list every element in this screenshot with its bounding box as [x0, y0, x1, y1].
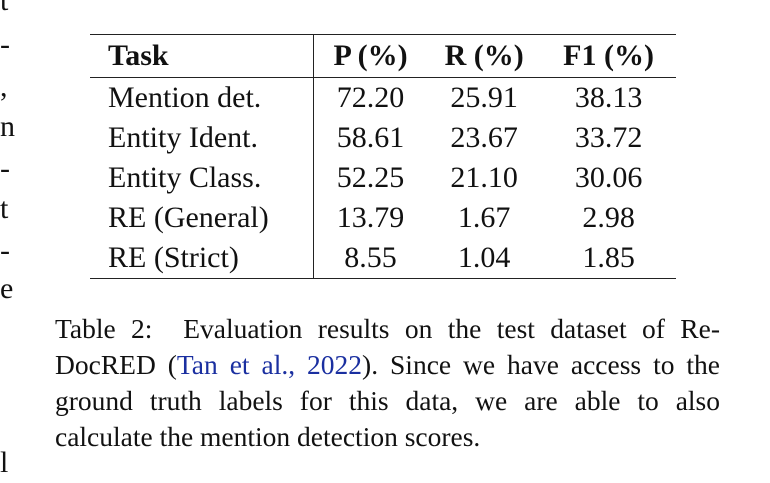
edge-fragment: , [0, 70, 8, 103]
cell-recall: 23.67 [450, 121, 518, 154]
table-header-row: Task P (%) R (%) F1 (%) [90, 34, 676, 78]
cell-task: Entity Ident. [90, 118, 314, 158]
cell-f1: 1.85 [582, 241, 635, 274]
edge-fragment: - [0, 234, 10, 267]
cell-task: RE (Strict) [90, 238, 314, 279]
cell-task: Mention det. [90, 77, 314, 118]
cell-task: Entity Class. [90, 158, 314, 198]
cell-precision: 58.61 [336, 121, 405, 154]
caption-text-after: ). Since we have access to the ground tr… [55, 349, 720, 452]
edge-fragment: t [0, 192, 9, 225]
caption-label: Table 2: [55, 313, 153, 344]
table-row: Mention det. 72.20 25.91 38.13 [90, 77, 676, 118]
table-row: Entity Class. 52.25 21.10 30.06 [90, 158, 676, 198]
results-table: Task P (%) R (%) F1 (%) Mention det. 72.… [90, 34, 676, 279]
cell-f1: 2.98 [582, 201, 635, 234]
edge-fragment: t [0, 0, 9, 17]
edge-fragment: l [0, 446, 9, 479]
cell-f1: 30.06 [574, 161, 643, 194]
header-precision: P (%) [333, 39, 408, 72]
header-f1: F1 (%) [563, 39, 654, 72]
table-row: Entity Ident. 58.61 23.67 33.72 [90, 118, 676, 158]
header-recall: R (%) [444, 39, 524, 72]
citation-link[interactable]: Tan et al., 2022 [176, 349, 363, 380]
caption-text-before: Evaluation results on the test dataset o… [55, 313, 720, 380]
cell-recall: 21.10 [450, 161, 518, 194]
cell-precision: 13.79 [336, 201, 405, 234]
cell-recall: 1.04 [457, 241, 511, 274]
cell-precision: 8.55 [344, 241, 397, 274]
edge-fragment: - [0, 152, 10, 185]
cell-task: RE (General) [90, 198, 314, 238]
edge-fragment: - [0, 28, 10, 61]
cell-precision: 52.25 [336, 161, 405, 194]
cell-recall: 1.67 [457, 201, 511, 234]
cell-f1: 33.72 [574, 121, 643, 154]
cell-f1: 38.13 [574, 81, 643, 114]
edge-fragment: n [0, 110, 15, 143]
table-row: RE (Strict) 8.55 1.04 1.85 [90, 238, 676, 279]
cell-precision: 72.20 [336, 81, 405, 114]
header-task: Task [90, 34, 314, 78]
table-row: RE (General) 13.79 1.67 2.98 [90, 198, 676, 238]
cell-recall: 25.91 [450, 81, 518, 114]
table-caption: Table 2: Evaluation results on the test … [55, 311, 720, 455]
edge-fragment: e [0, 272, 14, 305]
